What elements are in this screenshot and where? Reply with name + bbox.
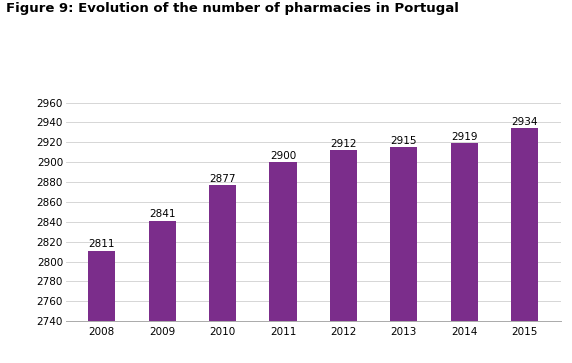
Text: Figure 9: Evolution of the number of pharmacies in Portugal: Figure 9: Evolution of the number of pha… — [6, 2, 459, 15]
Text: 2900: 2900 — [270, 151, 296, 161]
Text: 2934: 2934 — [511, 117, 538, 127]
Bar — [209, 185, 236, 363]
Text: 2811: 2811 — [89, 239, 115, 249]
Text: 2912: 2912 — [330, 139, 356, 149]
Text: 2919: 2919 — [451, 132, 478, 142]
Bar — [269, 162, 296, 363]
Bar — [88, 251, 116, 363]
Text: 2841: 2841 — [149, 209, 176, 219]
Bar — [330, 150, 357, 363]
Text: 2915: 2915 — [391, 136, 417, 146]
Text: 2877: 2877 — [209, 174, 236, 184]
Bar — [390, 147, 418, 363]
Bar — [451, 143, 478, 363]
Bar — [511, 129, 538, 363]
Bar — [149, 221, 176, 363]
